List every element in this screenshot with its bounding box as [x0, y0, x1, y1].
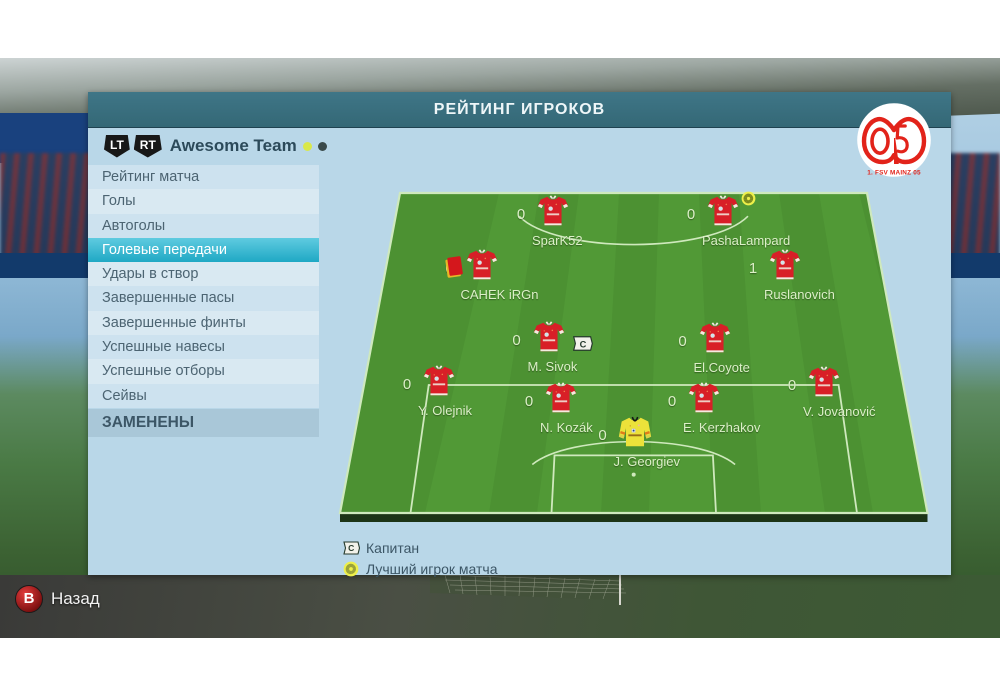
svg-text:C: C	[348, 543, 354, 553]
svg-text:1. FSV MAINZ 05: 1. FSV MAINZ 05	[867, 169, 921, 176]
svg-text:C: C	[579, 339, 586, 349]
